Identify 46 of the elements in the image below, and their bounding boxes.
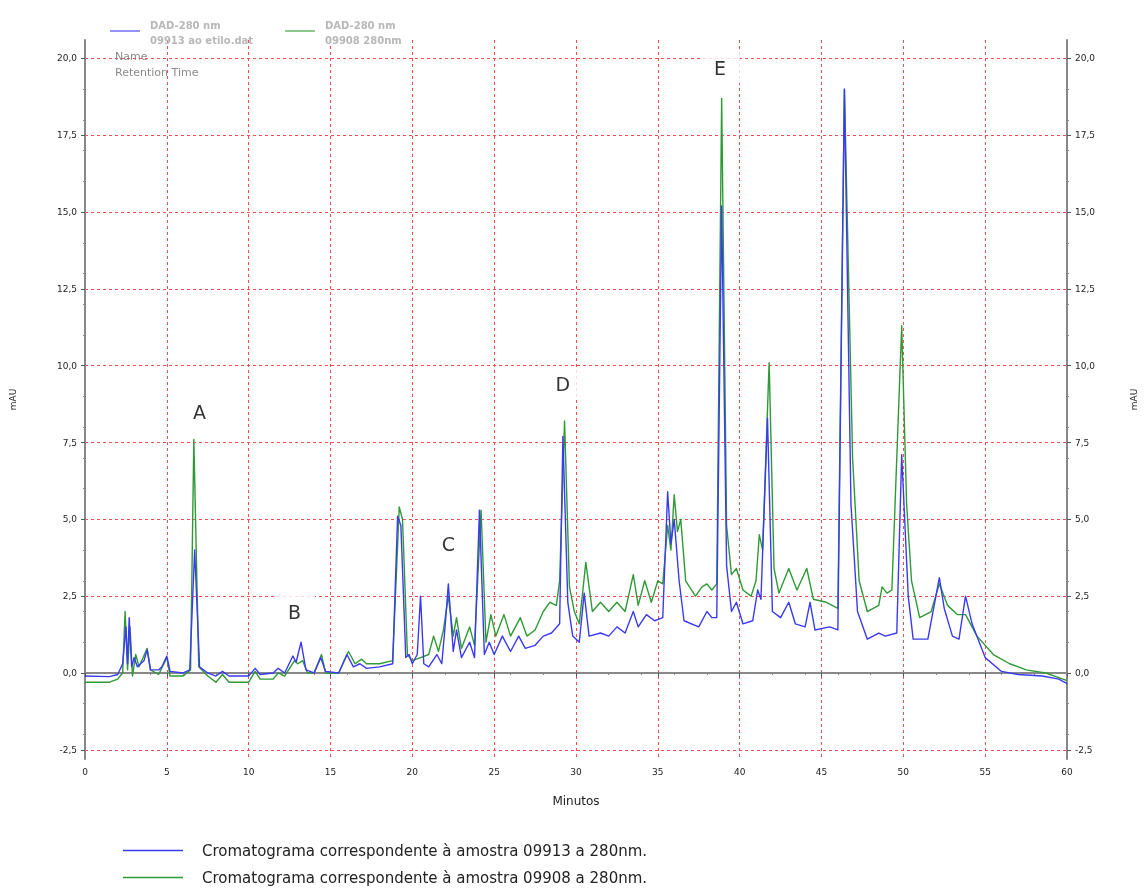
x-tick-label: 15 bbox=[324, 766, 337, 777]
legend-label: Cromatograma correspondente à amostra 09913 a 280nm. bbox=[202, 841, 648, 860]
y2-tick-label: 20,0 bbox=[1075, 53, 1096, 64]
y-tick-label: 5,0 bbox=[62, 514, 78, 525]
legend-label: Cromatograma correspondente à amostra 09908 a 280nm. bbox=[202, 868, 648, 887]
y-tick-label: 2,5 bbox=[62, 591, 77, 602]
y-tick-label: 17,5 bbox=[56, 130, 77, 141]
x-tick-label: 30 bbox=[570, 766, 582, 777]
x-tick-label: 35 bbox=[652, 766, 664, 777]
annotation: C bbox=[441, 532, 455, 555]
annotation: A bbox=[193, 400, 207, 423]
x-axis-title: Minutos bbox=[552, 794, 600, 808]
annotation: Name Retention Time bbox=[115, 49, 199, 79]
x-tick-label: 25 bbox=[488, 766, 500, 777]
x-tick-label: 50 bbox=[897, 766, 910, 777]
y2-tick-label: 12,5 bbox=[1075, 283, 1096, 294]
y-tick-label: -2,5 bbox=[59, 744, 77, 755]
y-axis-title: mAU bbox=[7, 388, 18, 411]
y2-tick-label: 2,5 bbox=[1075, 591, 1090, 602]
annotation: DAD-280 nm 09913 ao etilo.dat bbox=[150, 20, 254, 46]
annotation: DAD-280 nm 09908 280nm bbox=[325, 20, 402, 46]
y-tick-label: 20,0 bbox=[56, 53, 78, 64]
x-tick-label: 20 bbox=[406, 766, 419, 777]
annotation: E bbox=[714, 56, 727, 79]
x-tick-label: 55 bbox=[979, 766, 991, 777]
y2-tick-label: 5,0 bbox=[1075, 514, 1090, 525]
y2-tick-label: 0,0 bbox=[1075, 667, 1090, 678]
x-tick-label: 40 bbox=[733, 766, 746, 777]
y-tick-label: 15,0 bbox=[56, 207, 78, 218]
x-tick-label: 60 bbox=[1061, 766, 1073, 777]
annotation: B bbox=[287, 600, 302, 623]
y-tick-label: 7,5 bbox=[62, 437, 77, 448]
y2-tick-label: -2,5 bbox=[1075, 744, 1093, 755]
y2-tick-label: 17,5 bbox=[1075, 130, 1096, 141]
y2-tick-label: 7,5 bbox=[1075, 437, 1090, 448]
x-tick-label: 10 bbox=[242, 766, 255, 777]
y-tick-label: 10,0 bbox=[56, 360, 78, 371]
x-tick-label: 45 bbox=[815, 766, 828, 777]
x-tick-label: 0 bbox=[82, 766, 89, 777]
y2-axis-title: mAU bbox=[1128, 388, 1139, 411]
y-tick-label: 12,5 bbox=[56, 283, 77, 294]
x-tick-label: 5 bbox=[163, 766, 170, 777]
annotation: D bbox=[555, 373, 571, 396]
y-tick-label: 0,0 bbox=[62, 667, 78, 678]
y2-tick-label: 10,0 bbox=[1075, 360, 1096, 371]
y2-tick-label: 15,0 bbox=[1075, 207, 1096, 218]
